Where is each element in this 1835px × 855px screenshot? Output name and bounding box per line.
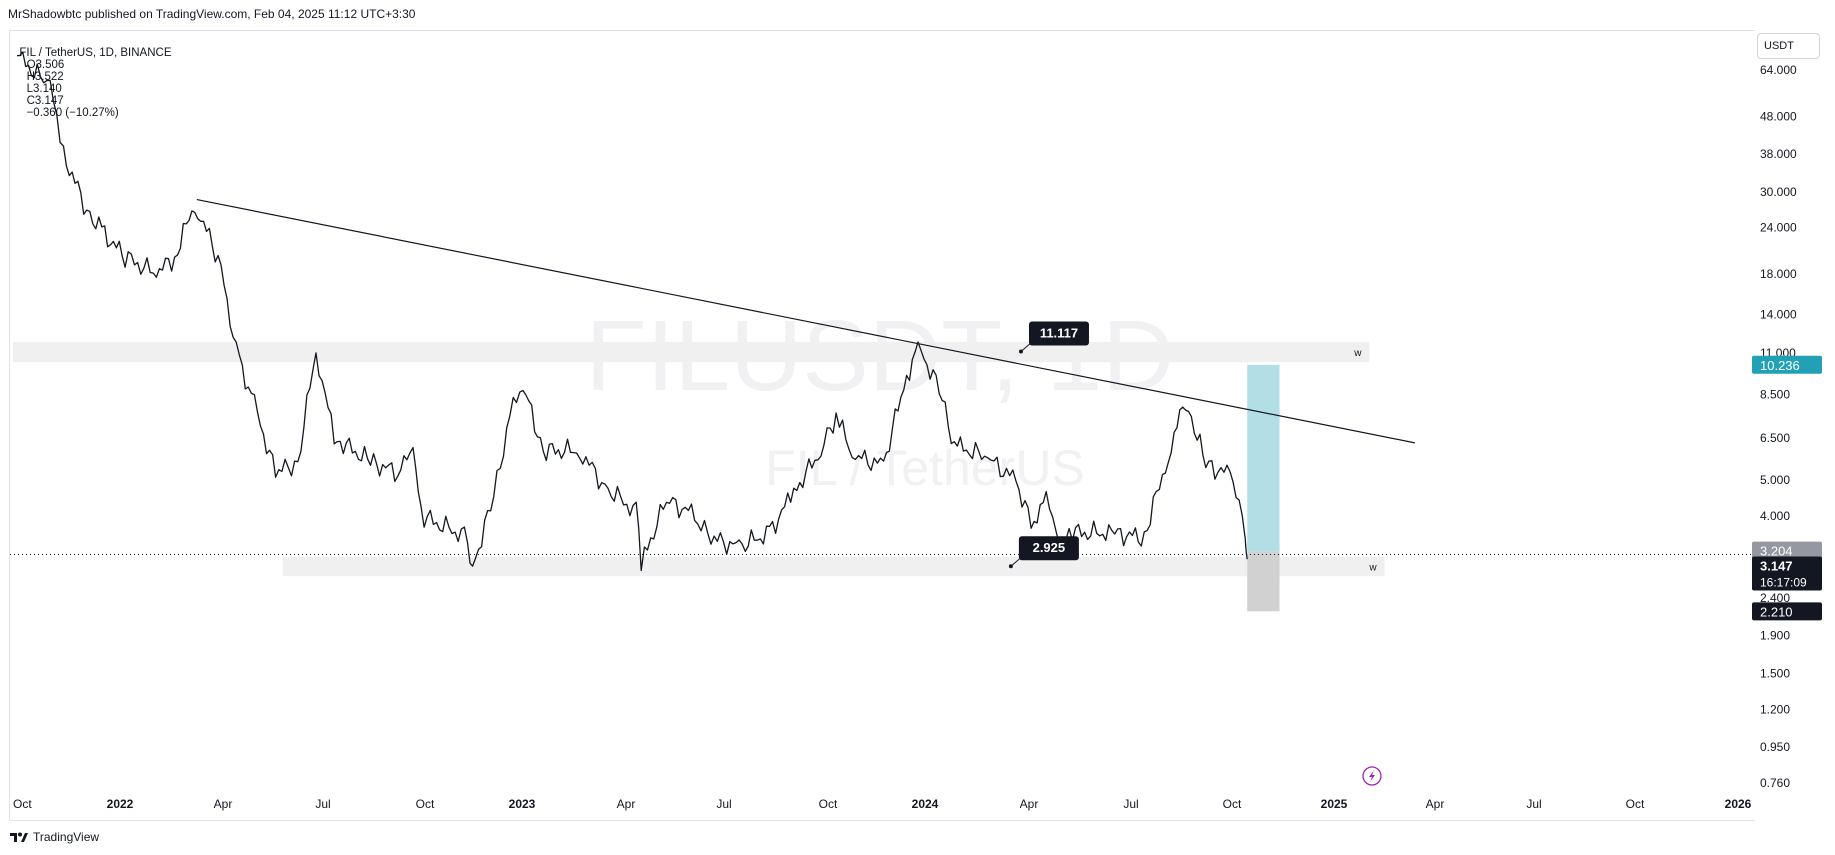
time-axis-tick: 2026 <box>1725 797 1752 811</box>
time-axis-tick: Jul <box>1526 797 1541 811</box>
time-axis-tick: Oct <box>13 797 32 811</box>
price-axis-tick: 1.900 <box>1760 629 1790 643</box>
currency-selector[interactable]: USDT <box>1757 33 1820 59</box>
price-axis-tick: 14.000 <box>1760 307 1797 321</box>
time-axis-tick: 2023 <box>509 797 536 811</box>
price-axis-tick: 30.000 <box>1760 185 1797 199</box>
publish-credit: MrShadowbtc published on TradingView.com… <box>8 7 416 21</box>
price-axis-tick: 18.000 <box>1760 267 1797 281</box>
symbol-legend[interactable]: FIL / TetherUS, 1D, BINANCE O3.506 H3.52… <box>13 35 172 119</box>
time-axis-tick: Apr <box>1426 797 1445 811</box>
zone-label: w <box>1368 563 1377 574</box>
price-axis-tick: 6.500 <box>1760 431 1790 445</box>
time-axis-tick: Jul <box>1123 797 1138 811</box>
callout-anchor <box>1018 349 1023 354</box>
price-axis-tick: 5.000 <box>1760 473 1790 487</box>
entry-price-tag-bg[interactable] <box>1752 541 1822 560</box>
tradingview-logo-text: TradingView <box>33 830 100 844</box>
price-axis-tick: 2.400 <box>1760 591 1790 605</box>
time-axis-tick: Oct <box>1223 797 1242 811</box>
symbol-pair[interactable]: FIL / TetherUS, 1D, BINANCE <box>19 47 172 59</box>
target-price-tag: 10.236 <box>1760 358 1800 373</box>
time-axis-tick: Apr <box>1020 797 1039 811</box>
chart-frame <box>9 30 1755 821</box>
stop-price-tag-bg[interactable] <box>1752 602 1822 621</box>
time-axis-tick: Jul <box>716 797 731 811</box>
tradingview-logo[interactable]: TradingView <box>9 830 99 844</box>
time-axis-tick: Oct <box>416 797 435 811</box>
price-axis-tick: 64.000 <box>1760 63 1797 77</box>
price-axis-tick: 0.760 <box>1760 776 1790 790</box>
price-series[interactable] <box>17 51 1248 572</box>
price-axis-tick: 1.500 <box>1760 667 1790 681</box>
lightning-bolt-glyph <box>1369 770 1375 782</box>
price-axis-tick: 0.950 <box>1760 740 1790 754</box>
time-axis-tick: Oct <box>819 797 838 811</box>
callout-anchor <box>1008 564 1013 569</box>
ohlc-high: H3.522 <box>26 71 64 83</box>
price-axis-tick: 4.000 <box>1760 509 1790 523</box>
entry-price-tag: 3.204 <box>1760 544 1793 559</box>
stop-price-tag: 2.210 <box>1760 604 1793 619</box>
ohlc-change: −0.360 (−10.27%) <box>26 107 119 119</box>
target-price-tag-bg[interactable] <box>1752 355 1822 374</box>
price-axis-tick: 8.500 <box>1760 388 1790 402</box>
time-axis-tick: Apr <box>617 797 636 811</box>
time-axis-tick: 2022 <box>107 797 134 811</box>
time-axis-tick: Apr <box>214 797 233 811</box>
time-axis-tick: Oct <box>1626 797 1645 811</box>
watermark-description: FIL / TetherUS <box>765 440 1085 496</box>
long-position-stop-area[interactable] <box>1247 551 1280 612</box>
support-resistance-zone[interactable] <box>282 556 1385 577</box>
support-resistance-zone[interactable] <box>13 341 1370 363</box>
callout-value: 2.925 <box>1033 540 1066 555</box>
price-axis-tick: 38.000 <box>1760 147 1797 161</box>
callout-box[interactable] <box>1018 536 1079 561</box>
price-axis-tick: 48.000 <box>1760 109 1797 123</box>
ohlc-low: L3.140 <box>26 83 62 95</box>
price-axis-tick: 1.200 <box>1760 703 1790 717</box>
time-axis-tick: 2025 <box>1321 797 1348 811</box>
last-price-tag-countdown: 16:17:09 <box>1760 575 1807 589</box>
time-axis-tick: 2024 <box>912 797 939 811</box>
time-axis-tick: Jul <box>315 797 330 811</box>
last-price-tag: 3.147 <box>1760 558 1793 573</box>
descending-trendline[interactable] <box>196 198 1415 444</box>
last-price-tag-bg[interactable] <box>1752 556 1822 591</box>
callout-box[interactable] <box>1028 321 1089 346</box>
tradingview-logo-icon <box>10 832 28 842</box>
zone-label: w <box>1353 348 1362 359</box>
callout-value: 11.117 <box>1040 326 1078 341</box>
long-position-target-area[interactable] <box>1247 364 1280 552</box>
lightning-event-icon[interactable] <box>1362 766 1382 786</box>
price-axis-tick: 24.000 <box>1760 221 1797 235</box>
